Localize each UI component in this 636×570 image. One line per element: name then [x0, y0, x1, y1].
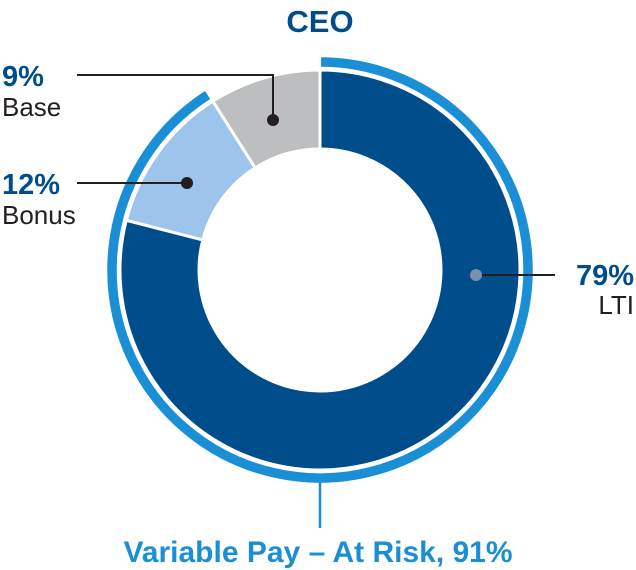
- base-label: Base: [2, 92, 61, 122]
- variable-pay-at-risk-label: Variable Pay – At Risk, 91%: [123, 536, 512, 569]
- variable-pay-ring: [107, 57, 533, 483]
- lti-label: LTI: [598, 290, 634, 320]
- donut-slices: [118, 68, 522, 472]
- lti-percent-label: 79%: [576, 260, 634, 292]
- bonus-leader-dot: [181, 177, 193, 189]
- lti-leader-dot: [470, 269, 482, 281]
- at-risk-arc-group: [107, 57, 533, 528]
- base-percent-label: 9%: [2, 61, 44, 93]
- chart-title: CEO: [286, 4, 353, 39]
- bonus-percent-label: 12%: [2, 169, 60, 201]
- lti-slice: [118, 68, 522, 472]
- base-leader-line: [77, 74, 274, 120]
- bonus-label: Bonus: [2, 200, 76, 230]
- base-leader-dot: [267, 114, 279, 126]
- base-slice: [210, 68, 322, 170]
- leader-lines: [77, 74, 555, 281]
